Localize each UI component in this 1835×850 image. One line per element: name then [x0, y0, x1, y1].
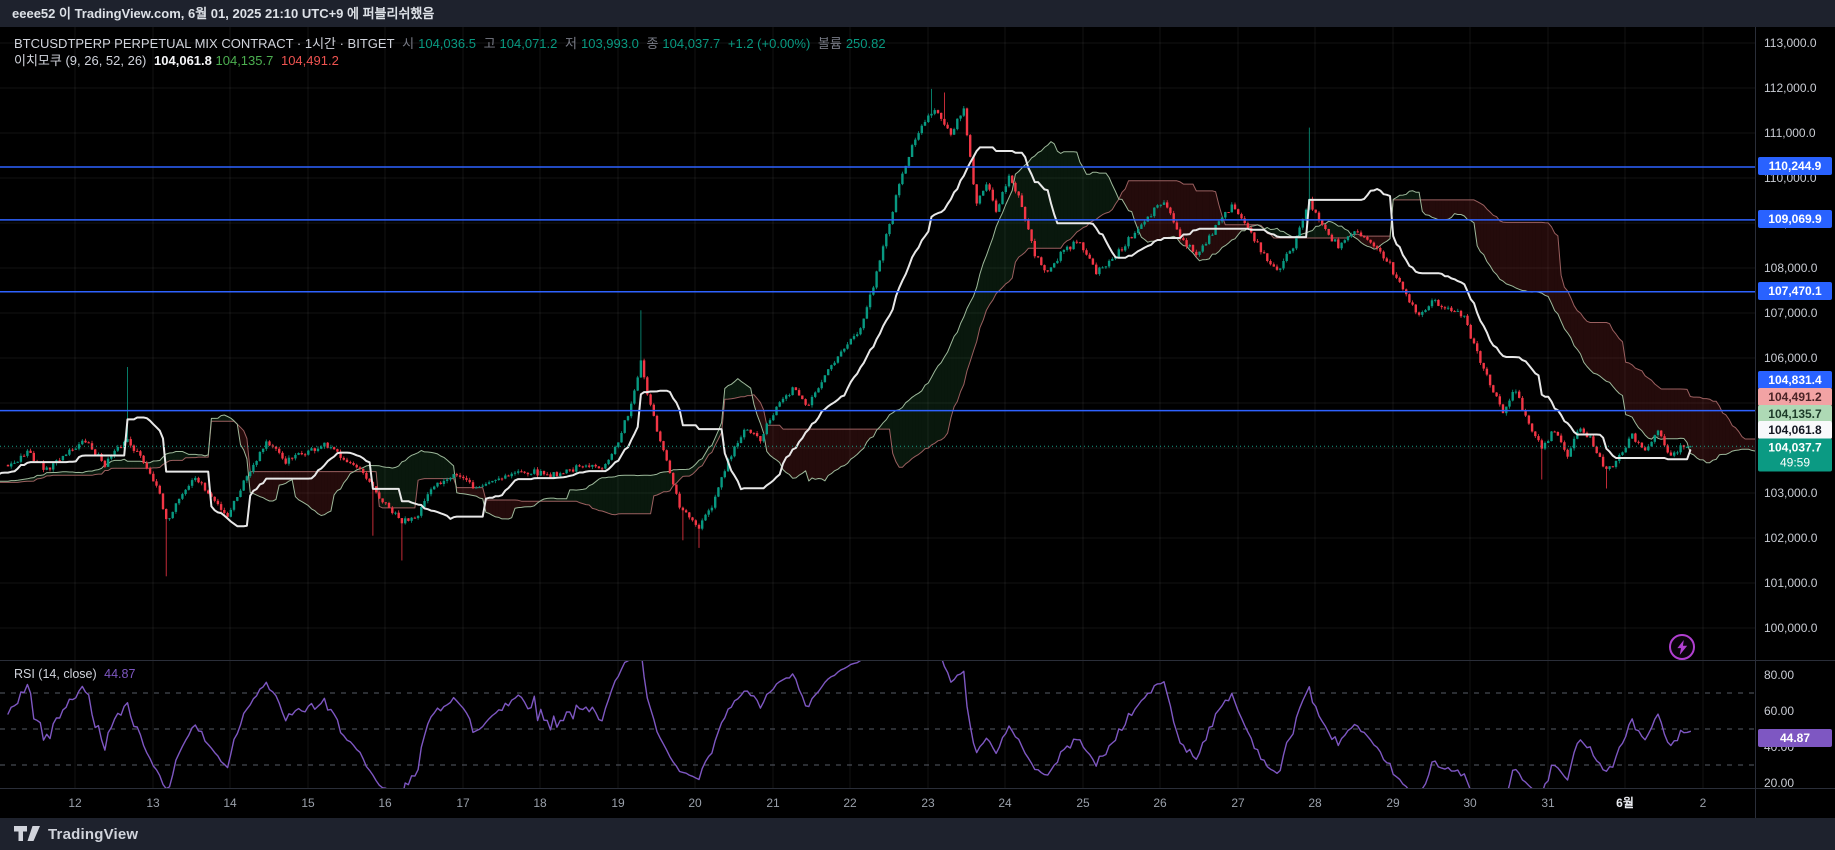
rsi-tick: 80.00 [1764, 668, 1795, 682]
time-tick: 24 [998, 796, 1012, 810]
price-pane[interactable] [0, 27, 1755, 661]
ichimoku-kijun-value: 104,061.8 [154, 53, 212, 68]
price-line-label: 109,069.9 [1758, 210, 1832, 228]
volume-label: 볼륨 [817, 36, 842, 51]
time-tick: 2 [1699, 796, 1707, 810]
time-tick: 6월 [1616, 796, 1634, 810]
bar-countdown: 49:59 [1779, 455, 1811, 470]
open-label: 시 [402, 36, 415, 51]
price-tick: 111,000.0 [1764, 126, 1816, 140]
current-price-label: 104,037.7 49:59 [1758, 438, 1832, 472]
tradingview-logo-icon[interactable] [14, 826, 40, 842]
rsi-value: 44.87 [104, 667, 136, 681]
footer-bar: TradingView [0, 818, 1835, 850]
price-tick: 112,000.0 [1764, 81, 1817, 95]
time-tick: 14 [223, 796, 237, 810]
open-value: 104,036.5 [418, 36, 476, 51]
rsi-tick: 20.00 [1764, 776, 1795, 790]
pane-separator[interactable] [0, 660, 1835, 661]
time-tick: 17 [456, 796, 470, 810]
time-tick: 13 [146, 796, 160, 810]
lightning-icon [1676, 639, 1687, 655]
price-tick: 113,000.0 [1764, 36, 1817, 50]
time-tick: 22 [843, 796, 857, 810]
time-tick: 30 [1463, 796, 1477, 810]
time-tick: 29 [1386, 796, 1400, 810]
volume-value: 250.82 [845, 36, 886, 51]
time-tick: 23 [921, 796, 935, 810]
time-tick: 27 [1231, 796, 1245, 810]
time-tick: 21 [766, 796, 780, 810]
close-value: 104,037.7 [662, 36, 721, 51]
symbol-title[interactable]: BTCUSDTPERP PERPETUAL MIX CONTRACT · 1시간… [14, 36, 395, 51]
price-axis[interactable]: 100,000.0 101,000.0 102,000.0 103,000.0 104,… [1755, 27, 1835, 818]
low-label: 저 [565, 36, 577, 51]
price-chart-canvas[interactable] [0, 27, 1755, 661]
price-line-label: 104,135.7 [1758, 405, 1832, 423]
publish-info-text: eeee52 이 TradingView.com, 6월 01, 2025 21… [12, 6, 435, 21]
price-tick: 103,000.0 [1764, 486, 1818, 500]
rsi-chart-canvas[interactable] [0, 661, 1755, 788]
rsi-value-label: 44.87 [1758, 729, 1832, 747]
rsi-legend[interactable]: RSI (14, close) 44.87 [14, 667, 139, 681]
rsi-tick: 60.00 [1764, 704, 1795, 718]
price-line-label: 110,244.9 [1758, 157, 1832, 175]
axis-separator [0, 788, 1835, 789]
price-tick: 108,000.0 [1764, 261, 1818, 275]
time-axis[interactable]: 12 13 14 15 16 17 18 19 20 21 22 23 24 25 26 27 28 29 30 31… [0, 788, 1835, 818]
time-tick: 26 [1153, 796, 1167, 810]
time-tick: 28 [1308, 796, 1322, 810]
time-tick: 15 [301, 796, 315, 810]
time-tick: 18 [533, 796, 547, 810]
price-tick: 100,000.0 [1764, 621, 1818, 635]
time-tick: 25 [1076, 796, 1090, 810]
low-value: 103,993.0 [580, 36, 639, 51]
time-tick: 20 [688, 796, 702, 810]
close-label: 종 [646, 36, 659, 51]
boost-button[interactable] [1669, 634, 1695, 660]
price-tick: 106,000.0 [1764, 351, 1818, 365]
ichimoku-span-b-value: 104,491.2 [280, 53, 339, 68]
tradingview-wordmark[interactable]: TradingView [48, 825, 139, 843]
ichimoku-span-a-value: 104,135.7 [215, 53, 274, 68]
time-tick: 31 [1541, 796, 1555, 810]
price-tick: 102,000.0 [1764, 531, 1818, 545]
price-line-label: 104,061.8 [1758, 421, 1832, 439]
rsi-title[interactable]: RSI (14, close) [14, 667, 97, 681]
high-value: 104,071.2 [499, 36, 558, 51]
ichimoku-legend[interactable]: 이치모쿠 (9, 26, 52, 26) 104,061.8 104,135.7… [14, 50, 343, 69]
rsi-pane[interactable] [0, 661, 1755, 788]
price-line-label: 104,491.2 [1758, 388, 1832, 406]
ichimoku-title[interactable]: 이치모쿠 (9, 26, 52, 26) [14, 53, 147, 68]
time-tick: 16 [378, 796, 392, 810]
price-line-label: 107,470.1 [1758, 282, 1832, 300]
price-line-label: 104,831.4 [1758, 371, 1832, 389]
high-label: 고 [483, 36, 496, 51]
time-tick: 19 [611, 796, 625, 810]
change-value: +1.2 (+0.00%) [727, 36, 811, 51]
symbol-legend[interactable]: BTCUSDTPERP PERPETUAL MIX CONTRACT · 1시간… [14, 33, 890, 52]
publish-info-bar: eeee52 이 TradingView.com, 6월 01, 2025 21… [0, 0, 1835, 27]
price-tick: 101,000.0 [1764, 576, 1818, 590]
time-tick: 12 [68, 796, 82, 810]
price-tick: 107,000.0 [1764, 306, 1818, 320]
